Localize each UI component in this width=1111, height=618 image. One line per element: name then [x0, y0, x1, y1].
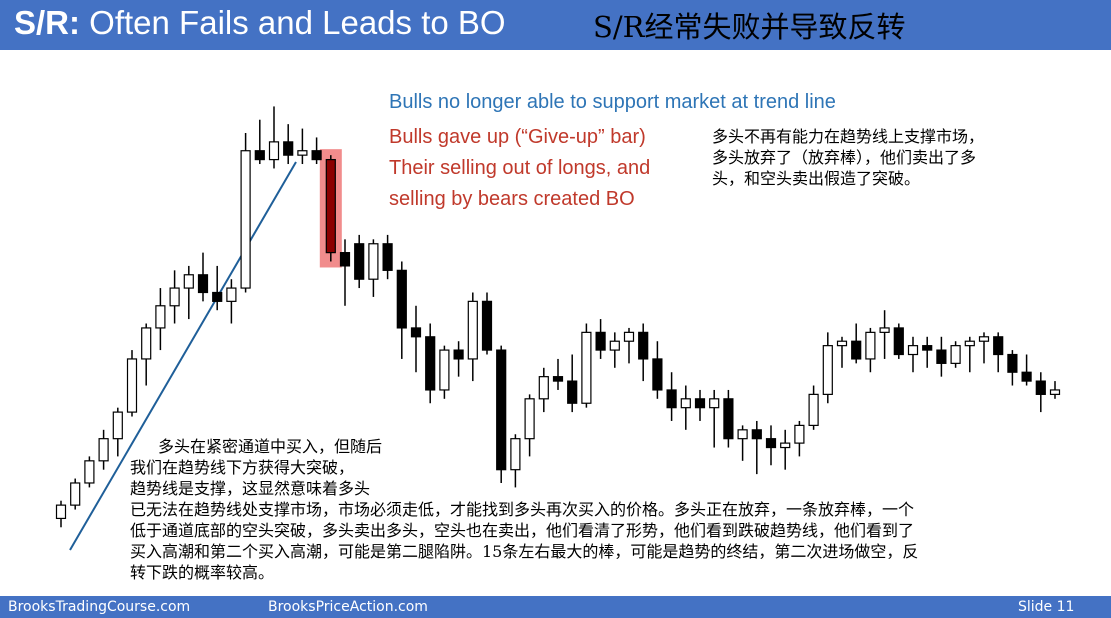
candle-body [822, 345, 833, 395]
candle-body [226, 287, 237, 302]
candle-body [780, 442, 791, 449]
candle-body [155, 305, 166, 329]
cn-note-line: 我们在趋势线下方获得大突破， [130, 458, 355, 477]
cn-note-top-right: 多头不再有能力在趋势线上支撑市场， 多头放弃了（放弃棒），他们卖出了多 头，和空… [712, 126, 984, 189]
candle-body [141, 327, 152, 360]
note-bulls-no-longer: Bulls no longer able to support market a… [389, 91, 836, 113]
candle-body [581, 331, 592, 404]
trend-line [69, 161, 297, 551]
price-chart [55, 106, 1061, 551]
candle-body [1021, 371, 1032, 382]
candle-body [183, 274, 194, 289]
candle-body [978, 336, 990, 342]
title-prefix: S/R: [14, 4, 80, 41]
candle-body [467, 300, 478, 360]
candle-body [709, 398, 720, 409]
candle-body [283, 141, 294, 156]
candle-body [354, 243, 365, 280]
candle-body [1049, 389, 1061, 395]
title-main: Often Fails and Leads to BO [89, 4, 506, 41]
candle-body [638, 331, 649, 360]
candle-body [936, 349, 947, 364]
candle-body [55, 504, 67, 520]
candle-body [297, 150, 308, 156]
candle-body [666, 389, 677, 409]
candle-body [879, 327, 890, 333]
candle-body [126, 358, 138, 413]
candle-body [254, 150, 265, 161]
candle-body [311, 150, 322, 161]
candle-body [538, 376, 549, 400]
candle-body [98, 438, 109, 462]
candle-body [496, 349, 507, 471]
candle-body [595, 331, 606, 351]
candle-body [808, 393, 819, 426]
candle-body [865, 331, 876, 360]
cn-note-line: 多头不再有能力在趋势线上支撑市场， [712, 127, 985, 146]
candle-body [907, 345, 919, 356]
candle-body [481, 300, 493, 351]
cn-note-line: 低于通道底部的空头突破，多头卖出多头，空头也在卖出，他们看清了形势，他们看到跌破… [130, 521, 915, 540]
cn-note-line: 转下跌的概率较高。 [130, 563, 275, 582]
candle-body [339, 252, 351, 267]
footer-link-priceaction[interactable]: BrooksPriceAction.com [268, 599, 428, 615]
candle-body [623, 331, 635, 342]
candle-body [425, 336, 436, 391]
cn-note-line: 趋势线是支撑，这显然意味着多头 [130, 479, 371, 498]
slide-number: Slide 11 [1018, 599, 1075, 615]
cn-note-line: 多头放弃了（放弃棒），他们卖出了多 [712, 148, 977, 167]
giveup-bar [325, 158, 336, 254]
candle-body [964, 340, 975, 347]
footer-link-course[interactable]: BrooksTradingCourse.com [8, 599, 191, 615]
candle-body [922, 345, 933, 351]
candle-body [751, 429, 762, 440]
note-giveup-bar: Bulls gave up (“Give-up” bar) [389, 126, 646, 148]
cn-note-line: 多头在紧密通道中买入，但随后 [158, 437, 383, 456]
candle-body [212, 291, 223, 302]
candle-body [652, 358, 663, 391]
candle-body [723, 398, 734, 440]
candle-body [84, 460, 95, 484]
candle-body [950, 345, 961, 364]
title-bar: S/R: Often Fails and Leads to BO S/R经常失败… [0, 0, 1111, 50]
candle-body [836, 340, 848, 347]
note-selling-longs: Their selling out of longs, and [389, 157, 651, 179]
candle-body [1035, 380, 1046, 395]
candle-body [70, 482, 81, 506]
cn-note-line: 头，和空头卖出假造了突破。 [712, 169, 921, 188]
cn-note-line: 已无法在趋势线处支撑市场，市场必须走低，才能找到多头再次买入的价格。多头正在放弃… [130, 500, 915, 519]
note-bears-created-bo: selling by bears created BO [389, 188, 635, 210]
cn-note-line: 买入高潮和第二个买入高潮，可能是第二腿陷阱。15条左右最大的棒，可能是趋势的终结… [130, 542, 919, 561]
candle-body [694, 398, 706, 409]
candle-body [368, 243, 379, 280]
candle-body [197, 274, 209, 294]
candle-body [524, 398, 535, 440]
candle-body [552, 376, 564, 382]
candle-body [794, 424, 805, 444]
candle-body [609, 340, 620, 351]
candle-body [737, 429, 748, 440]
candle-body [396, 269, 407, 329]
candle-body [1007, 353, 1018, 373]
candle-body [851, 340, 862, 360]
cn-note-bottom: 多头在紧密通道中买入，但随后 我们在趋势线下方获得大突破， 趋势线是支撑，这显然… [130, 436, 1105, 583]
candle-body [893, 327, 904, 356]
footer-bar: BrooksTradingCourse.com BrooksPriceActio… [0, 596, 1111, 618]
candle-body [765, 438, 777, 449]
slide-title: S/R: Often Fails and Leads to BO [14, 4, 506, 42]
candle-body [410, 327, 422, 338]
candle-body [567, 380, 578, 404]
candle-body [112, 411, 123, 440]
candle-body [382, 243, 393, 271]
candle-body [240, 150, 251, 289]
candle-body [453, 349, 464, 360]
candle-body [510, 438, 521, 471]
slide-title-cn: S/R经常失败并导致反转 [593, 10, 906, 44]
candle-body [268, 141, 280, 161]
candle-body [680, 398, 691, 409]
candle-body [993, 336, 1004, 356]
candle-body [169, 287, 180, 307]
candle-body [439, 349, 450, 391]
